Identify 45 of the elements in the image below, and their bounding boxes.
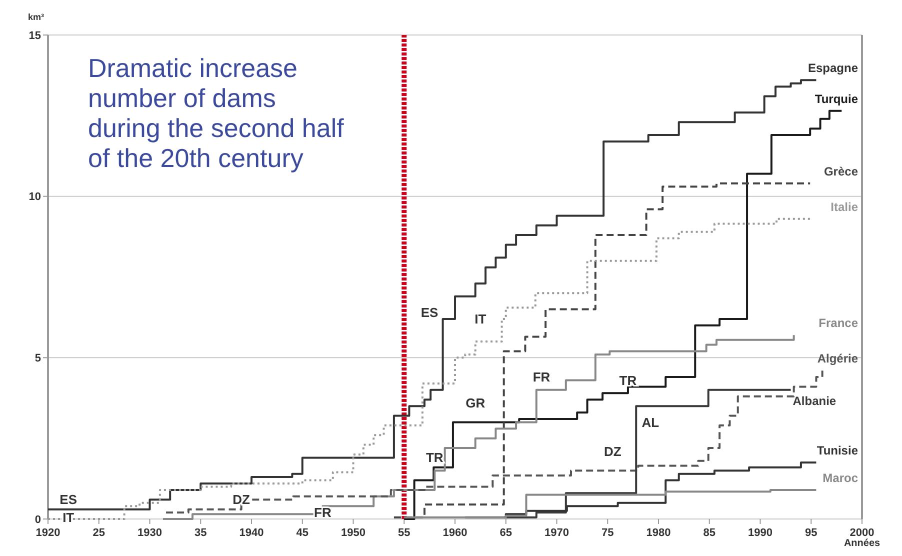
x-tick-label: 1940 xyxy=(239,527,264,539)
x-tick-label: 1990 xyxy=(748,527,772,539)
y-axis-title: km³ xyxy=(28,12,44,22)
x-tick-label: 1980 xyxy=(646,527,671,539)
series-label: Grèce xyxy=(824,164,858,178)
annotation: DZ xyxy=(604,444,622,459)
series-label: Espagne xyxy=(808,61,858,76)
annotation: FR xyxy=(532,370,551,385)
annotation: IT xyxy=(62,510,74,525)
annotation: TR xyxy=(619,372,638,388)
annotation: AL xyxy=(642,414,660,430)
series-label: Turquie xyxy=(814,92,858,106)
x-tick-label: 35 xyxy=(194,527,207,539)
x-tick-label: 65 xyxy=(500,527,512,539)
x-tick-label: 2000 xyxy=(850,527,874,539)
y-tick-label: 5 xyxy=(34,352,41,365)
x-tick-label: 75 xyxy=(602,527,614,539)
y-tick-label: 0 xyxy=(34,514,41,526)
series-label: Albanie xyxy=(792,394,836,408)
series-label: Italie xyxy=(830,200,858,214)
x-tick-label: 95 xyxy=(805,527,818,539)
y-tick-label: 10 xyxy=(28,191,41,204)
x-tick-label: 1970 xyxy=(544,527,569,539)
x-tick-label: 1960 xyxy=(442,527,468,539)
text: Dramatic increase number of dams during the second half of the 20th century xyxy=(88,53,345,173)
x-tick-label: 55 xyxy=(398,527,410,539)
annotation: IT xyxy=(474,311,486,326)
x-tick-label: 1950 xyxy=(341,527,366,539)
x-tick-label: 45 xyxy=(296,527,308,539)
annotation: FR xyxy=(314,505,332,520)
annotation: ES xyxy=(60,492,78,508)
x-tick-label: 1930 xyxy=(138,527,162,539)
x-axis-title: Années xyxy=(844,538,880,549)
annotation: ES xyxy=(420,305,439,320)
text: France xyxy=(818,316,858,330)
x-tick-label: 1920 xyxy=(36,527,60,539)
y-tick-label: 15 xyxy=(28,30,41,42)
x-tick-label: 25 xyxy=(92,527,105,539)
series-label: Algérie xyxy=(817,352,858,366)
x-tick-label: 85 xyxy=(703,527,716,539)
series-label: Tunisie xyxy=(816,444,858,458)
annotation: GR xyxy=(466,395,486,410)
annotation: TR xyxy=(426,450,444,466)
series-label: Maroc xyxy=(822,470,858,485)
annotation: DZ xyxy=(232,492,250,508)
